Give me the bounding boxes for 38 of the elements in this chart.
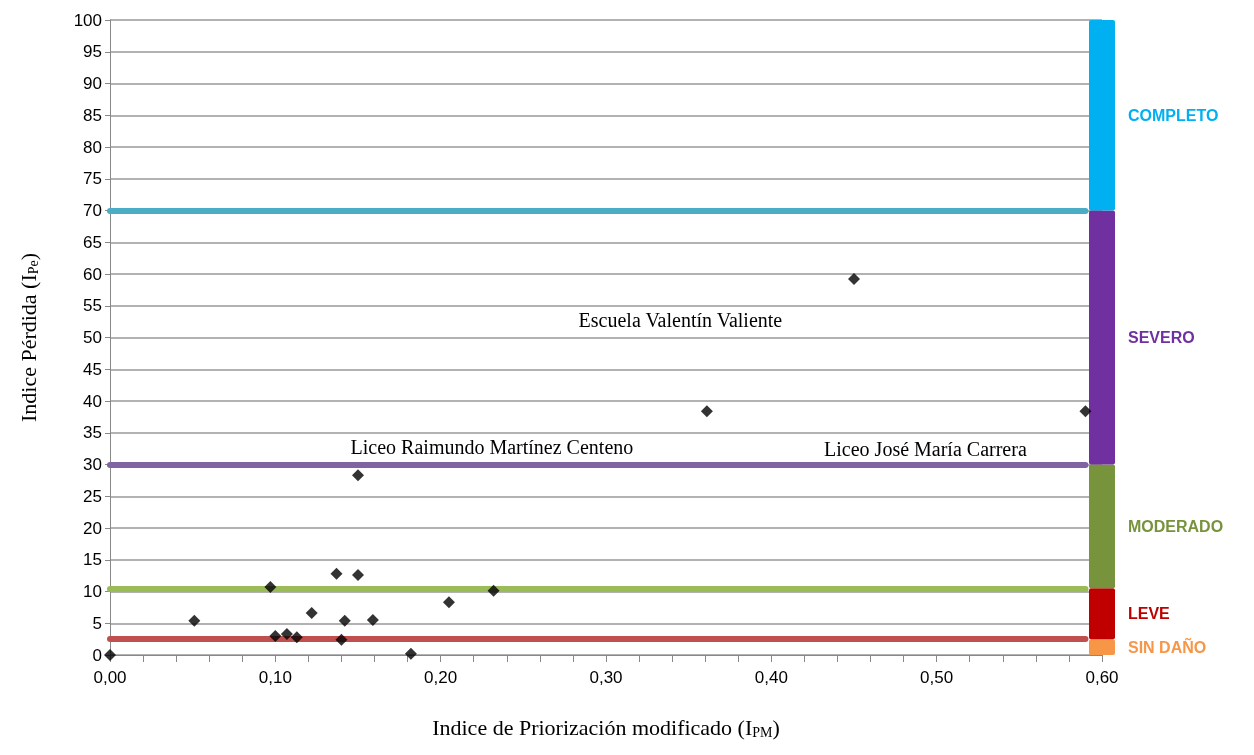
x-tick-label: 0,40 [754,668,788,687]
y-tick-label: 80 [83,137,102,157]
x-axis-title: Indice de Priorización modificado (IPM) [432,714,780,740]
x-tick-label: 0,20 [424,668,458,687]
series-label: SEVERO [1128,329,1195,346]
y-tick-label: 65 [83,232,102,252]
y-tick-label: 5 [92,613,102,633]
y-axis-title: Indice Pérdida (IPe) [15,252,41,423]
y-tick-label: 25 [83,486,102,506]
series-label: LEVE [1128,605,1171,623]
y-tick-label: 90 [83,74,102,93]
x-tick-label: 0,50 [920,668,954,687]
x-tick-label: 0,10 [258,668,292,687]
y-tick-label: 0 [92,645,102,665]
y-tick-label: 100 [73,10,102,30]
annotation: Liceo José María Carrera [824,438,1027,461]
annotation: Liceo Raimundo Martínez Centeno [350,435,634,458]
y-tick-label: 50 [83,328,102,347]
y-tick-label: 35 [83,423,102,443]
y-tick-label: 70 [83,201,102,220]
y-tick-label: 55 [83,296,102,316]
series-label: COMPLETO [1128,106,1219,124]
y-tick-label: 20 [83,518,102,538]
y-tick-label: 60 [83,264,102,284]
x-tick-label: 0,30 [589,668,623,687]
annotation: Escuela Valentín Valiente [578,308,783,331]
y-tick-label: 75 [83,169,102,189]
series-label: MODERADO [1128,517,1224,535]
x-tick-label: 0,60 [1085,668,1119,687]
x-tick-label: 0,00 [93,668,127,687]
y-tick-label: 10 [83,582,102,601]
y-tick-label: 95 [83,42,102,62]
series-label: SIN DAÑO [1128,636,1207,656]
y-tick-label: 40 [83,391,102,411]
y-tick-label: 45 [83,359,102,379]
y-tick-label: 15 [83,550,102,570]
y-tick-label: 85 [83,105,102,125]
y-tick-label: 30 [83,455,102,474]
